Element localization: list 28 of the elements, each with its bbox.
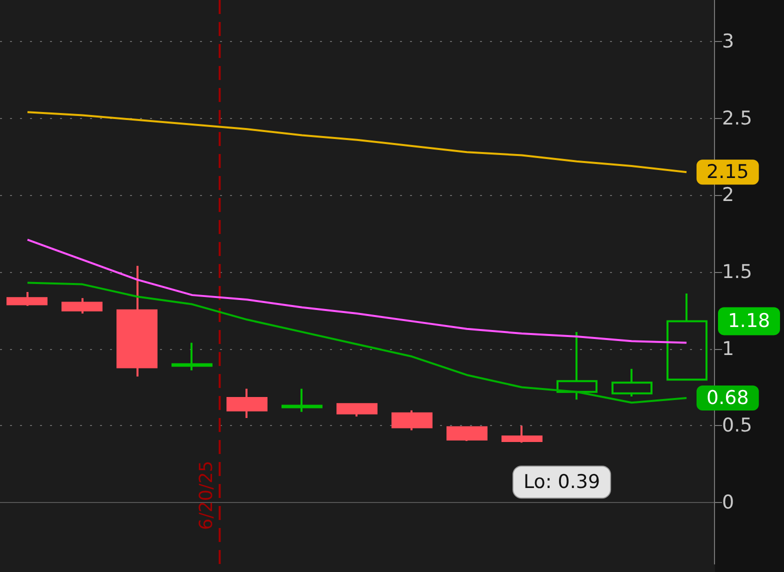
- y-tick-label: 3: [722, 30, 734, 52]
- candlestick: [336, 403, 378, 418]
- candlestick: [62, 297, 102, 315]
- line-series: [26, 282, 688, 404]
- annotation: 6/20/25: [196, 460, 218, 530]
- candlestick: [666, 292, 708, 381]
- annotation: Lo: 0.39: [523, 471, 600, 494]
- candlestick: [116, 264, 158, 378]
- line-series: [26, 111, 688, 174]
- candlestick: [282, 388, 322, 413]
- y-tick-label: 0: [722, 492, 734, 514]
- data-label: 0.68: [706, 387, 749, 410]
- data-label: 2.15: [706, 161, 749, 184]
- candlestick: [446, 426, 488, 442]
- y-tick-label: 1: [722, 338, 734, 360]
- candlestick: [6, 290, 48, 307]
- line-series: [26, 238, 688, 344]
- y-tick-label: 2: [722, 184, 734, 206]
- text: 1.18: [728, 310, 770, 332]
- candlestick: [556, 330, 598, 401]
- candlestick: [226, 388, 268, 420]
- candlestick: [612, 368, 652, 398]
- candlestick: [502, 424, 542, 444]
- y-tick-label: 2.5: [722, 107, 752, 130]
- candlestick: [392, 409, 432, 432]
- y-tick-label: 0.5: [722, 414, 752, 437]
- y-tick-label: 1.5: [722, 261, 752, 284]
- candlestick: [172, 342, 212, 372]
